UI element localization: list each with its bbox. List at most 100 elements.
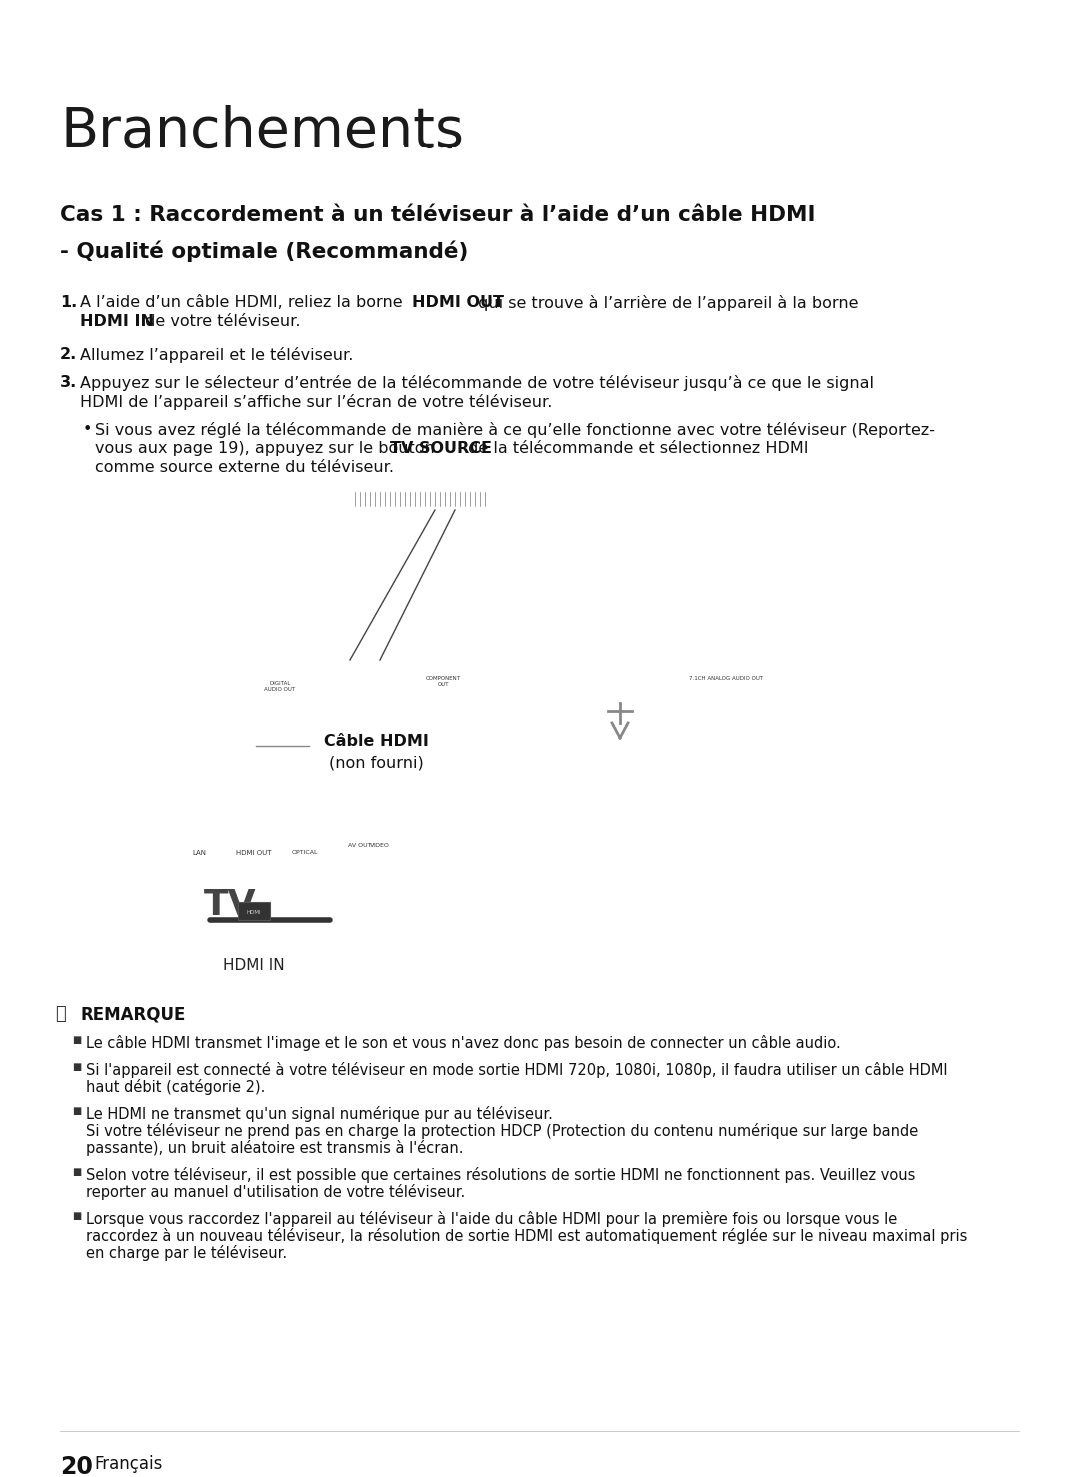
Text: Câble HDMI: Câble HDMI bbox=[324, 734, 429, 749]
Bar bbox=[230, 674, 234, 743]
Ellipse shape bbox=[432, 685, 456, 710]
Bar bbox=[60, 270, 1020, 272]
Ellipse shape bbox=[464, 713, 488, 738]
Text: de la télécommande et sélectionnez HDMI: de la télécommande et sélectionnez HDMI bbox=[463, 442, 809, 456]
Text: raccordez à un nouveau téléviseur, la résolution de sortie HDMI est automatiquem: raccordez à un nouveau téléviseur, la ré… bbox=[86, 1227, 968, 1244]
Ellipse shape bbox=[306, 699, 322, 718]
Ellipse shape bbox=[328, 764, 342, 777]
Ellipse shape bbox=[368, 713, 392, 738]
Bar bbox=[540, 492, 546, 507]
FancyBboxPatch shape bbox=[242, 795, 266, 827]
Ellipse shape bbox=[735, 715, 756, 736]
FancyBboxPatch shape bbox=[157, 657, 903, 858]
Text: ■: ■ bbox=[72, 1035, 81, 1046]
Text: 7.1CH ANALOG AUDIO OUT: 7.1CH ANALOG AUDIO OUT bbox=[689, 676, 764, 681]
Bar bbox=[206, 674, 210, 743]
Bar bbox=[202, 762, 210, 789]
Text: A l’aide d’un câble HDMI, reliez la borne: A l’aide d’un câble HDMI, reliez la born… bbox=[80, 295, 408, 310]
Ellipse shape bbox=[698, 715, 718, 736]
Text: HDMI IN: HDMI IN bbox=[80, 315, 154, 329]
Text: ■: ■ bbox=[72, 1211, 81, 1221]
Bar bbox=[165, 668, 895, 747]
FancyBboxPatch shape bbox=[233, 758, 275, 792]
Bar bbox=[194, 674, 198, 743]
FancyBboxPatch shape bbox=[228, 750, 280, 798]
Bar bbox=[291, 761, 320, 789]
Text: 3.: 3. bbox=[60, 375, 78, 390]
Text: Français: Français bbox=[94, 1455, 162, 1473]
Bar bbox=[212, 674, 216, 743]
Text: VIDEO: VIDEO bbox=[370, 843, 390, 848]
FancyBboxPatch shape bbox=[305, 716, 448, 775]
Ellipse shape bbox=[168, 1027, 292, 1044]
Bar bbox=[224, 674, 228, 743]
Text: REMARQUE: REMARQUE bbox=[80, 1004, 186, 1024]
Text: (non fourni): (non fourni) bbox=[328, 755, 423, 770]
FancyBboxPatch shape bbox=[188, 995, 272, 1018]
Text: qui se trouve à l’arrière de l’appareil à la borne: qui se trouve à l’arrière de l’appareil … bbox=[473, 295, 859, 312]
Text: TV: TV bbox=[204, 888, 256, 922]
Ellipse shape bbox=[660, 715, 680, 736]
Bar bbox=[143, 840, 318, 970]
Text: vous aux page 19), appuyez sur le bouton: vous aux page 19), appuyez sur le bouton bbox=[95, 442, 440, 456]
Text: HDMI OUT: HDMI OUT bbox=[411, 295, 504, 310]
Text: 🖉: 🖉 bbox=[55, 1004, 66, 1024]
Text: Selon votre téléviseur, il est possible que certaines résolutions de sortie HDMI: Selon votre téléviseur, il est possible … bbox=[86, 1167, 916, 1183]
Ellipse shape bbox=[372, 764, 386, 777]
Text: 2.: 2. bbox=[60, 347, 78, 362]
Text: Le HDMI ne transmet qu'un signal numérique pur au téléviseur.: Le HDMI ne transmet qu'un signal numériq… bbox=[86, 1106, 553, 1123]
Text: reporter au manuel d'utilisation de votre téléviseur.: reporter au manuel d'utilisation de votr… bbox=[86, 1185, 465, 1199]
Bar bbox=[350, 487, 550, 510]
Text: haut débit (catégorie 2).: haut débit (catégorie 2). bbox=[86, 1080, 266, 1094]
Text: DIGITAL
AUDIO OUT: DIGITAL AUDIO OUT bbox=[265, 681, 296, 691]
Ellipse shape bbox=[774, 715, 794, 736]
Text: HDMI: HDMI bbox=[246, 910, 261, 914]
Text: ■: ■ bbox=[72, 1167, 81, 1177]
Text: de votre téléviseur.: de votre téléviseur. bbox=[140, 315, 300, 329]
Text: HDMI OUT: HDMI OUT bbox=[237, 849, 272, 857]
Bar bbox=[238, 902, 270, 920]
Bar bbox=[510, 492, 517, 507]
Text: AV OUT: AV OUT bbox=[348, 843, 372, 848]
Bar bbox=[176, 674, 180, 743]
Circle shape bbox=[612, 687, 627, 703]
Bar bbox=[188, 674, 192, 743]
Bar bbox=[170, 674, 174, 743]
Ellipse shape bbox=[698, 682, 718, 703]
Bar bbox=[183, 762, 189, 789]
Bar bbox=[237, 674, 240, 743]
Text: Si l'appareil est connecté à votre téléviseur en mode sortie HDMI 720p, 1080i, 1: Si l'appareil est connecté à votre télév… bbox=[86, 1062, 947, 1078]
Text: Branchements: Branchements bbox=[60, 105, 464, 160]
Text: OPTICAL: OPTICAL bbox=[292, 849, 319, 855]
Bar bbox=[218, 674, 222, 743]
Bar bbox=[248, 801, 260, 821]
Text: Cas 1 : Raccordement à un téléviseur à l’aide d’un câble HDMI: Cas 1 : Raccordement à un téléviseur à l… bbox=[60, 205, 815, 225]
Text: comme source externe du téléviseur.: comme source externe du téléviseur. bbox=[95, 459, 394, 476]
Text: Allumez l’appareil et le téléviseur.: Allumez l’appareil et le téléviseur. bbox=[80, 347, 353, 363]
Ellipse shape bbox=[350, 764, 364, 777]
Ellipse shape bbox=[432, 713, 456, 738]
Bar bbox=[220, 981, 240, 1000]
Bar bbox=[192, 762, 199, 789]
Ellipse shape bbox=[400, 713, 424, 738]
Ellipse shape bbox=[262, 699, 278, 718]
Ellipse shape bbox=[400, 685, 424, 710]
Text: passante), un bruit aléatoire est transmis à l'écran.: passante), un bruit aléatoire est transm… bbox=[86, 1140, 463, 1156]
FancyBboxPatch shape bbox=[240, 823, 268, 843]
Text: ■: ■ bbox=[72, 1062, 81, 1072]
Text: LAN: LAN bbox=[192, 849, 206, 857]
Ellipse shape bbox=[284, 699, 300, 718]
Text: HDMI IN: HDMI IN bbox=[224, 959, 285, 973]
Text: - Qualité optimale (Recommandé): - Qualité optimale (Recommandé) bbox=[60, 239, 469, 261]
Bar bbox=[242, 674, 246, 743]
Bar bbox=[519, 492, 527, 507]
Text: TV SOURCE: TV SOURCE bbox=[390, 442, 492, 456]
FancyBboxPatch shape bbox=[176, 753, 222, 796]
Ellipse shape bbox=[464, 685, 488, 710]
FancyBboxPatch shape bbox=[192, 835, 318, 945]
Ellipse shape bbox=[735, 682, 756, 703]
Text: Lorsque vous raccordez l'appareil au téléviseur à l'aide du câble HDMI pour la p: Lorsque vous raccordez l'appareil au tél… bbox=[86, 1211, 897, 1227]
Text: HDMI de l’appareil s’affiche sur l’écran de votre téléviseur.: HDMI de l’appareil s’affiche sur l’écran… bbox=[80, 394, 552, 411]
FancyBboxPatch shape bbox=[127, 829, 334, 990]
Text: Si vous avez réglé la télécommande de manière à ce qu’elle fonctionne avec votre: Si vous avez réglé la télécommande de ma… bbox=[95, 422, 935, 439]
